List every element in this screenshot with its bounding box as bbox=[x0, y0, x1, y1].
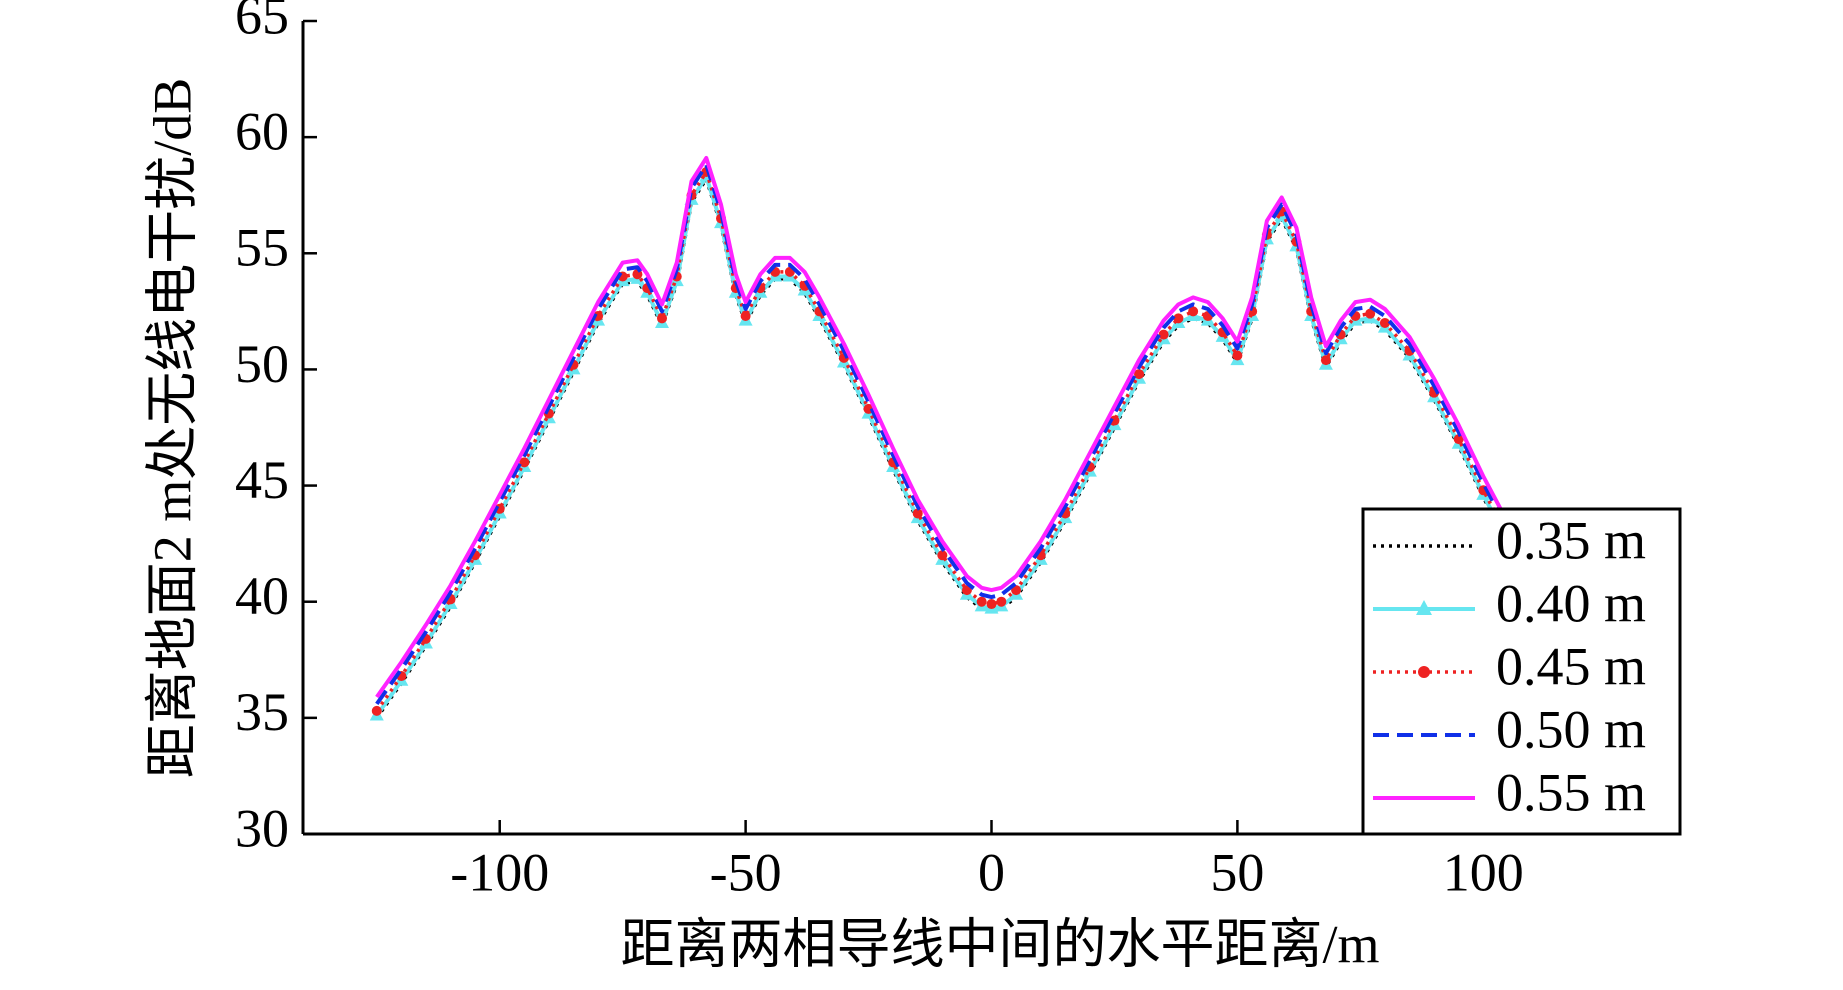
marker bbox=[657, 313, 668, 324]
marker bbox=[912, 508, 923, 519]
y-tick-label: 35 bbox=[235, 682, 289, 742]
marker bbox=[740, 311, 751, 322]
y-tick-label: 65 bbox=[235, 0, 289, 45]
marker bbox=[976, 596, 987, 607]
y-tick-label: 40 bbox=[235, 566, 289, 626]
x-axis-label: 距离两相导线中间的水平距离/m bbox=[620, 914, 1379, 974]
x-tick-label: -50 bbox=[710, 842, 782, 902]
legend-label: 0.35 m bbox=[1496, 510, 1646, 570]
y-tick-label: 50 bbox=[235, 334, 289, 394]
marker bbox=[1173, 313, 1184, 324]
y-tick-label: 45 bbox=[235, 450, 289, 510]
marker bbox=[996, 596, 1007, 607]
x-tick-label: -100 bbox=[450, 842, 549, 902]
x-tick-label: 100 bbox=[1443, 842, 1524, 902]
marker bbox=[371, 705, 382, 716]
marker bbox=[937, 550, 948, 561]
series-line bbox=[375, 156, 1608, 699]
legend-marker bbox=[1418, 666, 1430, 678]
legend-label: 0.40 m bbox=[1496, 573, 1646, 633]
marker bbox=[1379, 317, 1390, 328]
marker bbox=[1109, 415, 1120, 426]
marker bbox=[986, 599, 997, 610]
legend-label: 0.55 m bbox=[1496, 762, 1646, 822]
marker bbox=[1134, 369, 1145, 380]
marker bbox=[1158, 329, 1169, 340]
marker bbox=[1232, 350, 1243, 361]
y-tick-label: 60 bbox=[235, 102, 289, 162]
y-tick-label: 30 bbox=[235, 798, 289, 858]
marker bbox=[593, 311, 604, 322]
marker bbox=[1453, 434, 1464, 445]
marker bbox=[1365, 308, 1376, 319]
marker bbox=[1188, 306, 1199, 317]
marker bbox=[1320, 355, 1331, 366]
x-tick-label: 0 bbox=[978, 842, 1005, 902]
legend-marker bbox=[1416, 600, 1432, 615]
legend-label: 0.45 m bbox=[1496, 636, 1646, 696]
series-line bbox=[375, 163, 1608, 706]
y-tick-label: 55 bbox=[235, 218, 289, 278]
x-tick-label: 50 bbox=[1210, 842, 1264, 902]
legend-label: 0.50 m bbox=[1496, 699, 1646, 759]
marker bbox=[519, 457, 530, 468]
y-axis-label: 距离地面2 m处无线电干扰/dB bbox=[142, 78, 202, 779]
